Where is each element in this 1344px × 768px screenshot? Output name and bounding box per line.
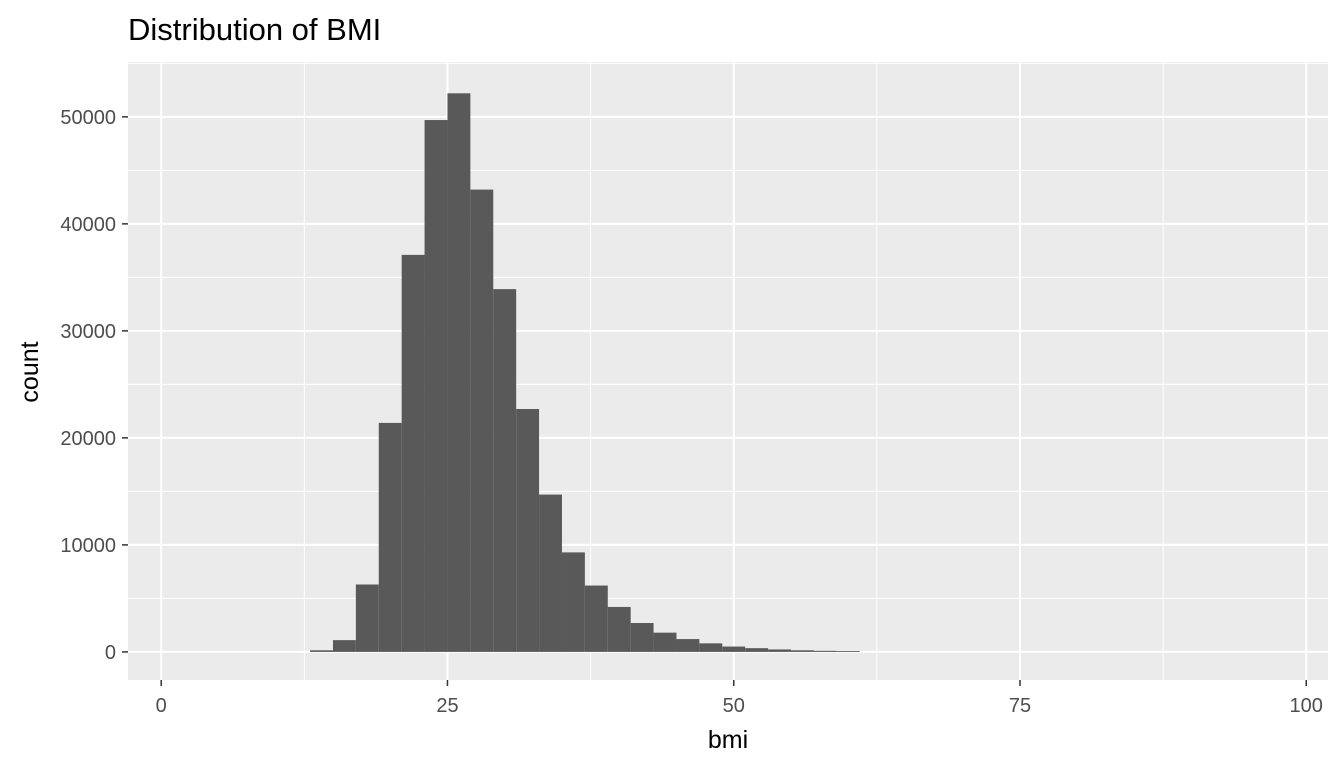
grid-minor-lines <box>128 62 1328 680</box>
histogram-bar <box>378 422 402 652</box>
histogram-bar <box>447 93 471 652</box>
histogram-bar <box>561 552 585 652</box>
y-axis-title: count <box>16 341 44 402</box>
histogram-bar <box>745 648 769 652</box>
y-tick-label: 0 <box>105 642 116 664</box>
histogram-bar <box>836 651 860 652</box>
histogram-bar <box>493 289 517 652</box>
x-tick-label: 75 <box>1009 695 1031 717</box>
histogram-bar <box>470 189 494 652</box>
histogram-bar <box>768 649 791 652</box>
x-axis-title: bmi <box>708 726 748 754</box>
plot-panel <box>128 62 1328 680</box>
x-tick-label: 50 <box>723 695 745 717</box>
histogram-bar <box>699 643 723 652</box>
histogram-bar <box>332 640 356 652</box>
y-tick-label: 10000 <box>60 535 116 557</box>
y-tick-label: 40000 <box>60 214 116 236</box>
histogram-bar <box>355 584 379 652</box>
histogram-bars <box>310 93 860 652</box>
histogram-bar <box>813 650 837 652</box>
histogram-bar <box>424 120 448 652</box>
x-tick-label: 100 <box>1290 695 1323 717</box>
y-tick-label: 30000 <box>60 321 116 343</box>
histogram-bar <box>676 639 700 652</box>
histogram-bar <box>790 650 814 652</box>
histogram-bar <box>722 646 746 652</box>
y-tick-label: 20000 <box>60 428 116 450</box>
chart-title: Distribution of BMI <box>128 12 381 47</box>
x-tick-label: 25 <box>436 695 458 717</box>
histogram-bar <box>401 254 425 652</box>
y-axis-ticks: 0 10000 20000 30000 40000 50000 <box>60 107 128 664</box>
histogram-bar <box>653 632 677 652</box>
x-axis-ticks: 0 25 50 75 100 <box>156 680 1323 717</box>
x-tick-label: 0 <box>156 695 167 717</box>
histogram-bar <box>584 585 608 652</box>
histogram-bar <box>630 623 654 652</box>
histogram-bar <box>516 408 540 652</box>
histogram-bar <box>607 606 631 652</box>
histogram-bar <box>539 494 562 652</box>
histogram-bar <box>310 650 333 652</box>
y-tick-label: 50000 <box>60 107 116 129</box>
